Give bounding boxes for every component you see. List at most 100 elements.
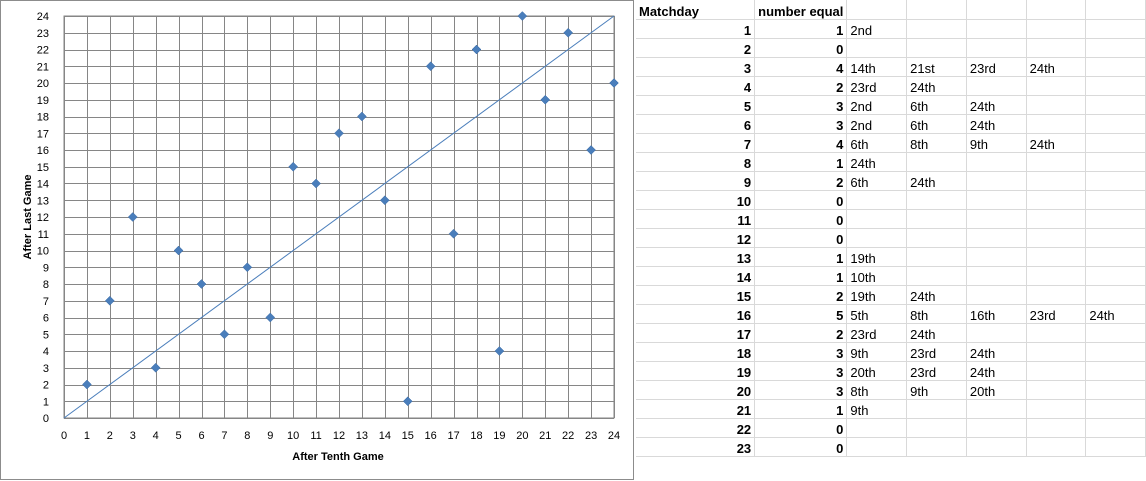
empty-cell[interactable] [846,209,908,229]
position-cell[interactable]: 23rd [1026,304,1087,324]
position-cell[interactable]: 8th [906,133,967,153]
empty-cell[interactable] [1085,57,1146,77]
position-cell[interactable]: 2nd [846,114,908,134]
count-cell[interactable]: 0 [754,418,848,438]
position-cell[interactable]: 5th [846,304,908,324]
scatter-chart[interactable]: 0 1 2 3 4 5 6 7 8 9 10 11 12 13 14 15 16 17 18 19 20 21 22 23 24… [0,0,634,480]
empty-cell[interactable] [906,228,967,248]
empty-cell[interactable] [906,152,967,172]
position-cell[interactable]: 6th [846,171,908,191]
empty-cell[interactable] [966,399,1027,419]
position-cell[interactable]: 6th [906,95,967,115]
count-cell[interactable]: 1 [754,152,848,172]
matchday-cell[interactable]: 2 [636,38,756,58]
empty-cell[interactable] [966,285,1027,305]
matchday-cell[interactable]: 3 [636,57,756,77]
position-cell[interactable]: 6th [906,114,967,134]
empty-cell[interactable] [966,76,1027,96]
matchday-cell[interactable]: 1 [636,19,756,39]
empty-cell[interactable] [846,190,908,210]
position-cell[interactable]: 24th [906,76,967,96]
matchday-cell[interactable]: 17 [636,323,756,343]
matchday-cell[interactable]: 19 [636,361,756,381]
position-cell[interactable]: 24th [846,152,908,172]
position-cell[interactable]: 24th [1085,304,1146,324]
empty-cell[interactable] [1085,342,1146,362]
empty-cell[interactable] [966,209,1027,229]
empty-cell[interactable] [1085,266,1146,286]
matchday-cell[interactable]: 4 [636,76,756,96]
empty-cell[interactable] [1085,19,1146,39]
empty-cell[interactable] [1085,437,1146,457]
count-cell[interactable]: 1 [754,247,848,267]
empty-cell[interactable] [1026,171,1087,191]
position-cell[interactable]: 16th [966,304,1027,324]
empty-cell[interactable] [1085,399,1146,419]
count-cell[interactable]: 2 [754,323,848,343]
empty-cell[interactable] [906,418,967,438]
empty-cell[interactable] [1085,171,1146,191]
empty-cell[interactable] [1085,133,1146,153]
empty-cell[interactable] [906,190,967,210]
empty-cell[interactable] [846,437,908,457]
empty-cell[interactable] [966,266,1027,286]
matchday-cell[interactable]: 11 [636,209,756,229]
empty-cell[interactable] [1085,95,1146,115]
empty-cell[interactable] [1085,0,1146,20]
matchday-cell[interactable]: 7 [636,133,756,153]
count-cell[interactable]: 0 [754,228,848,248]
position-cell[interactable]: 2nd [846,95,908,115]
empty-cell[interactable] [1026,342,1087,362]
count-cell[interactable]: 3 [754,380,848,400]
empty-cell[interactable] [1026,38,1087,58]
empty-cell[interactable] [1026,19,1087,39]
empty-cell[interactable] [1085,247,1146,267]
empty-cell[interactable] [1026,228,1087,248]
count-cell[interactable]: 1 [754,266,848,286]
empty-cell[interactable] [1026,285,1087,305]
empty-cell[interactable] [1085,76,1146,96]
matchday-cell[interactable]: 22 [636,418,756,438]
empty-cell[interactable] [1085,114,1146,134]
empty-cell[interactable] [1026,95,1087,115]
position-cell[interactable]: 23rd [906,361,967,381]
position-cell[interactable]: 23rd [846,323,908,343]
empty-cell[interactable] [1026,152,1087,172]
empty-cell[interactable] [1026,76,1087,96]
empty-cell[interactable] [1085,418,1146,438]
empty-cell[interactable] [906,19,967,39]
empty-cell[interactable] [966,323,1027,343]
matchday-cell[interactable]: 6 [636,114,756,134]
count-cell[interactable]: 3 [754,114,848,134]
count-cell[interactable]: 4 [754,133,848,153]
position-cell[interactable]: 24th [966,361,1027,381]
position-cell[interactable]: 9th [846,342,908,362]
spreadsheet[interactable]: Matchday number equal 1 1 2nd 2 0 3 4 14th 21st 2… [636,0,1146,480]
empty-cell[interactable] [1026,380,1087,400]
count-cell[interactable]: 3 [754,342,848,362]
count-cell[interactable]: 2 [754,76,848,96]
empty-cell[interactable] [966,247,1027,267]
empty-cell[interactable] [1085,323,1146,343]
count-cell[interactable]: 1 [754,399,848,419]
matchday-cell[interactable]: 5 [636,95,756,115]
empty-cell[interactable] [846,0,908,20]
matchday-cell[interactable]: 21 [636,399,756,419]
position-cell[interactable]: 21st [906,57,967,77]
count-cell[interactable]: 0 [754,38,848,58]
matchday-cell[interactable]: 15 [636,285,756,305]
position-cell[interactable]: 24th [1026,57,1087,77]
count-cell[interactable]: 2 [754,171,848,191]
matchday-cell[interactable]: 8 [636,152,756,172]
empty-cell[interactable] [966,38,1027,58]
empty-cell[interactable] [906,399,967,419]
empty-cell[interactable] [906,247,967,267]
matchday-cell[interactable]: 16 [636,304,756,324]
position-cell[interactable]: 10th [846,266,908,286]
position-cell[interactable]: 8th [906,304,967,324]
header-matchday[interactable]: Matchday [636,0,756,20]
matchday-cell[interactable]: 13 [636,247,756,267]
position-cell[interactable]: 24th [1026,133,1087,153]
position-cell[interactable]: 23rd [906,342,967,362]
empty-cell[interactable] [966,152,1027,172]
